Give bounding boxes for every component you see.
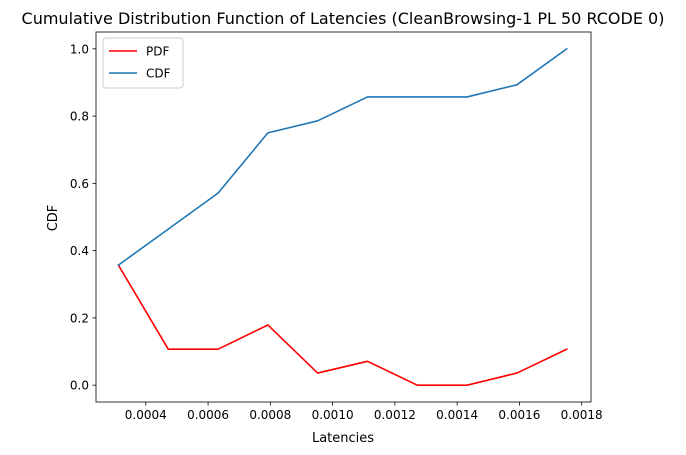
x-axis-label: Latencies [312, 431, 374, 446]
x-tick-label: 0.0016 [498, 408, 540, 422]
y-axis: 0.0 0.2 0.4 0.6 0.8 1.0 [70, 42, 96, 393]
series-line-cdf [117, 47, 568, 267]
legend: PDF CDF [102, 37, 184, 89]
y-tick-label: 0.6 [70, 177, 89, 191]
y-tick-label: 0.0 [70, 379, 89, 393]
plot-area [95, 31, 592, 403]
x-tick-label: 0.0006 [187, 408, 229, 422]
y-tick-label: 0.2 [70, 311, 89, 325]
y-tick-label: 1.0 [70, 42, 89, 56]
series-line-pdf [117, 264, 568, 386]
y-tick-label: 0.8 [70, 110, 89, 124]
x-tick-label: 0.0018 [561, 408, 603, 422]
x-tick-label: 0.0012 [374, 408, 416, 422]
y-tick-label: 0.4 [70, 244, 89, 258]
legend-label-pdf: PDF [146, 45, 169, 59]
y-axis-label: CDF [46, 205, 61, 232]
x-tick-label: 0.0010 [312, 408, 354, 422]
x-tick-label: 0.0004 [125, 408, 167, 422]
x-tick-label: 0.0014 [436, 408, 478, 422]
series-layer [117, 47, 568, 386]
chart-title: Cumulative Distribution Function of Late… [22, 9, 665, 28]
x-axis: 0.0004 0.0006 0.0008 0.0010 0.0012 0.0014 0.00… [125, 402, 603, 422]
legend-box [102, 37, 184, 89]
x-tick-label: 0.0008 [249, 408, 291, 422]
legend-label-cdf: CDF [146, 67, 171, 81]
